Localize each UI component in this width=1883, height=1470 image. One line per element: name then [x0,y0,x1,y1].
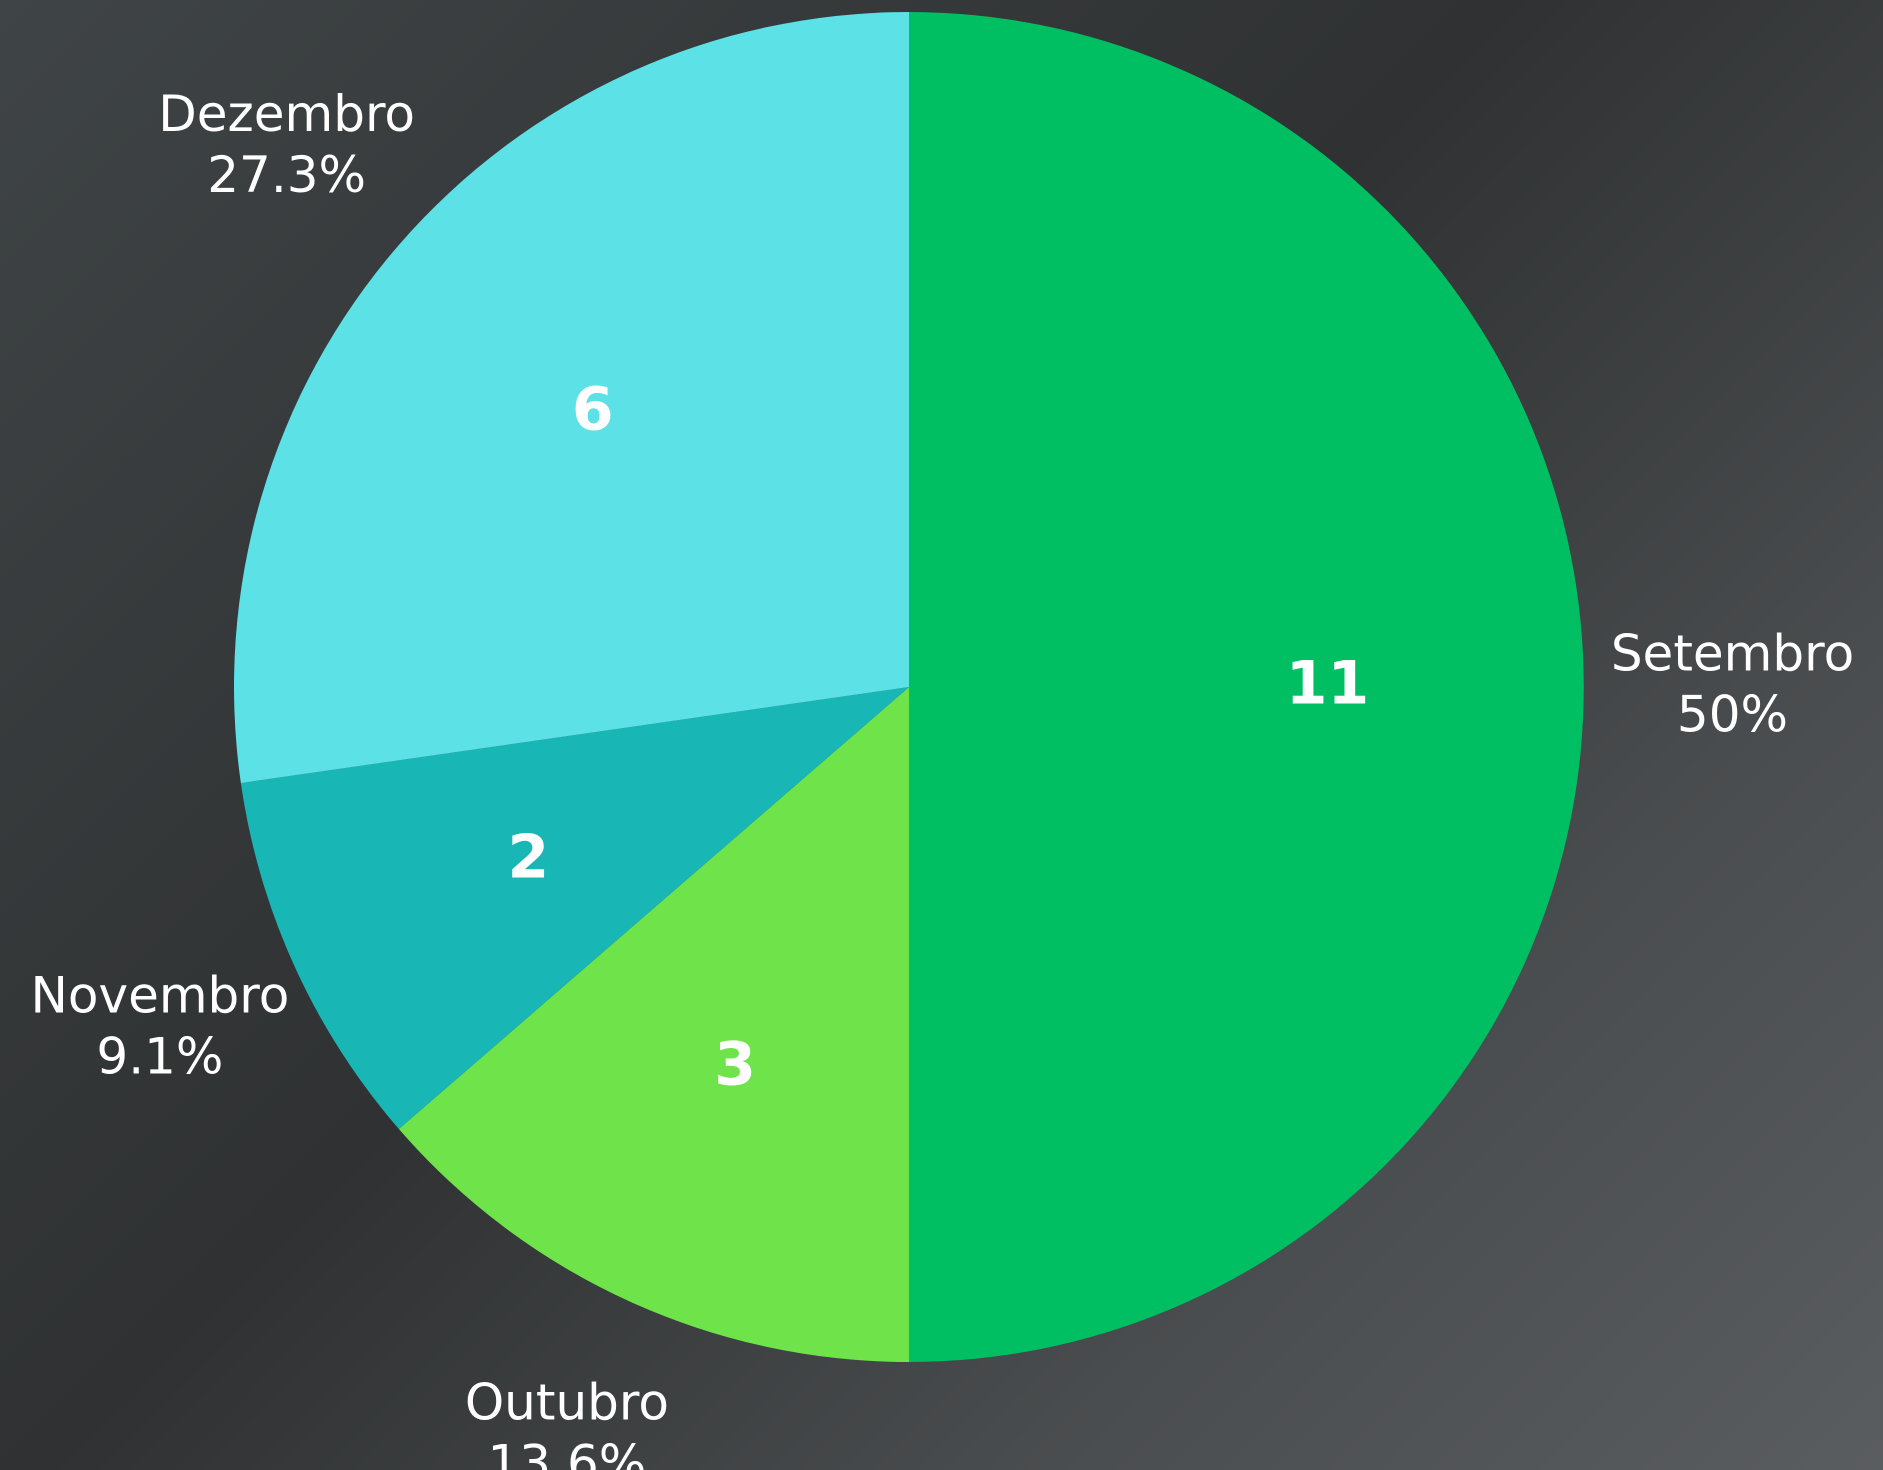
slice-percent-label: 50% [1677,686,1788,744]
slice-category-label: Dezembro [158,85,415,143]
pie-slice [234,12,910,784]
slice-percent-label: 13.6% [487,1435,646,1470]
slice-category-label: Novembro [30,967,289,1025]
slice-percent-label: 9.1% [96,1028,223,1086]
slice-value-label: 6 [572,375,614,445]
pie-slice [909,12,1584,1362]
slice-value-label: 2 [507,822,549,892]
slice-value-label: 11 [1286,649,1370,719]
slice-category-label: Setembro [1611,625,1854,683]
slice-percent-label: 27.3% [207,146,366,204]
slice-value-label: 3 [714,1029,756,1099]
pie-slice [398,687,909,1362]
pie-slice [240,687,909,1130]
slice-category-label: Outubro [465,1374,669,1432]
